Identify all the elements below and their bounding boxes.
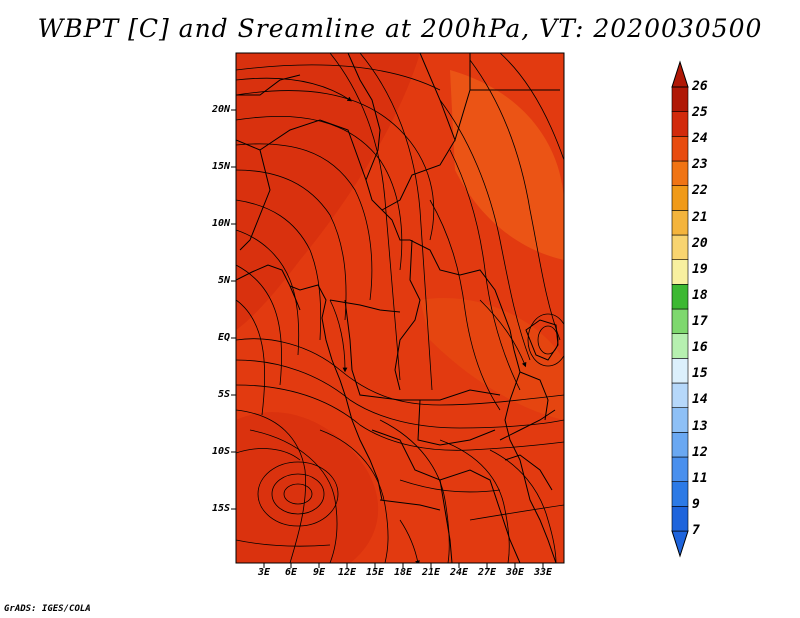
lon-label-18e: 18E: [393, 567, 413, 578]
lat-label-5n: 5N: [217, 275, 230, 286]
colorbar-segment: [671, 456, 689, 482]
lat-label-15n: 15N: [211, 161, 230, 172]
colorbar-label: 15: [692, 366, 708, 382]
colorbar-segment: [671, 86, 689, 112]
colorbar-label: 26: [692, 79, 708, 94]
colorbar-label: 17: [692, 314, 708, 330]
lon-label-9e: 9E: [312, 567, 326, 578]
axis-ticks: [231, 109, 544, 568]
colorbar-label: 18: [692, 287, 708, 303]
lon-label-6e: 6E: [284, 567, 298, 578]
lat-label-20n: 20N: [211, 104, 230, 115]
colorbar-segment: [671, 481, 689, 507]
lat-label-eq: EQ: [217, 332, 230, 343]
colorbar-segment: [671, 111, 689, 137]
colorbar-top-arrow: [671, 60, 689, 88]
streamlines: [236, 53, 564, 563]
colorbar: [671, 60, 689, 558]
colorbar-segment: [671, 308, 689, 334]
map-frame: [235, 52, 565, 564]
colorbar-segment: [671, 136, 689, 162]
lon-label-21e: 21E: [421, 567, 441, 578]
colorbar-segment: [671, 185, 689, 211]
colorbar-segment: [671, 432, 689, 458]
lat-label-10s: 10S: [211, 446, 230, 457]
colorbar-label: 12: [692, 444, 708, 460]
colorbar-segment: [671, 160, 689, 186]
colorbar-segment: [671, 210, 689, 236]
colorbar-segment: [671, 333, 689, 359]
colorbar-label: 19: [692, 261, 708, 277]
lon-label-12e: 12E: [337, 567, 357, 578]
lon-label-24e: 24E: [449, 567, 469, 578]
colorbar-label: 25: [692, 105, 708, 121]
colorbar-segment: [671, 382, 689, 408]
lat-label-10n: 10N: [211, 218, 230, 229]
colorbar-label: 7: [692, 523, 700, 538]
country-borders: [236, 53, 560, 563]
lon-label-3e: 3E: [257, 567, 271, 578]
colorbar-label: 24: [692, 131, 708, 147]
colorbar-label: 13: [692, 418, 708, 434]
lon-label-33e: 33E: [533, 567, 553, 578]
lat-label-5s: 5S: [217, 389, 230, 400]
colorbar-segment: [671, 284, 689, 310]
colorbar-label: 23: [692, 157, 708, 173]
lat-label-15s: 15S: [211, 503, 230, 514]
colorbar-bottom-arrow: [671, 530, 689, 558]
colorbar-segment: [671, 506, 689, 532]
temperature-shading: [236, 53, 564, 563]
colorbar-segment: [671, 234, 689, 260]
colorbar-label: 14: [692, 392, 708, 408]
lon-label-27e: 27E: [477, 567, 497, 578]
colorbar-segment: [671, 259, 689, 285]
colorbar-segment: [671, 407, 689, 433]
colorbar-label: 9: [692, 496, 700, 512]
colorbar-label: 20: [692, 235, 708, 251]
lon-label-15e: 15E: [365, 567, 385, 578]
colorbar-label: 16: [692, 340, 708, 356]
lon-label-30e: 30E: [505, 567, 525, 578]
footer-credit: GrADS: IGES/COLA: [4, 604, 91, 614]
colorbar-segment: [671, 358, 689, 384]
colorbar-label: 21: [692, 209, 708, 225]
chart-title: WBPT [C] and Sreamline at 200hPa, VT: 20…: [37, 14, 763, 43]
colorbar-label: 22: [692, 183, 708, 199]
colorbar-label: 11: [692, 470, 708, 486]
